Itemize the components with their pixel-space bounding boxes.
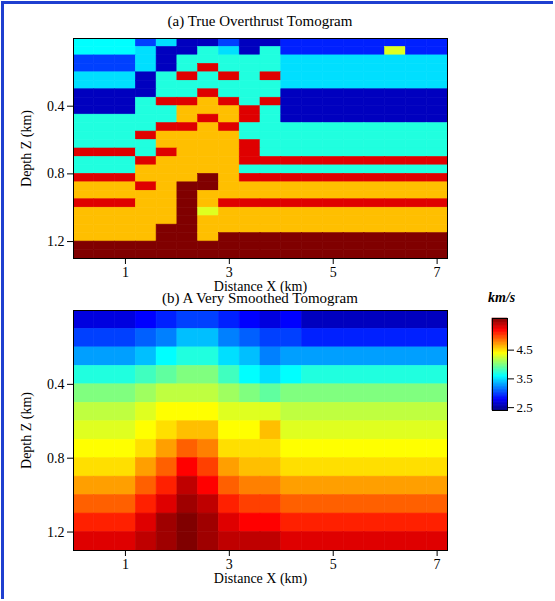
svg-text:Distance X (km): Distance X (km) [214, 571, 308, 587]
svg-text:4.5: 4.5 [517, 342, 533, 357]
svg-text:3: 3 [225, 265, 233, 281]
svg-text:1.2: 1.2 [47, 525, 65, 540]
svg-text:1: 1 [122, 557, 129, 572]
svg-text:0.8: 0.8 [47, 451, 65, 466]
svg-text:0.4: 0.4 [47, 99, 65, 114]
html-text:(b) A Very Smoothed Tomogram: (b) A Very Smoothed Tomogram [162, 290, 358, 306]
svg-text:Depth Z (km): Depth Z (km) [19, 110, 35, 187]
svg-text:2.5: 2.5 [517, 400, 533, 415]
svg-text:5: 5 [330, 265, 337, 280]
svg-text:Distance X (km): Distance X (km) [213, 278, 308, 294]
svg-text:1.2: 1.2 [47, 234, 65, 249]
svg-text:7: 7 [434, 557, 441, 572]
svg-text:7: 7 [434, 265, 441, 280]
svg-text:0.4: 0.4 [47, 377, 65, 392]
svg-text:1: 1 [122, 265, 129, 280]
svg-text:0.8: 0.8 [47, 166, 65, 181]
html-text:km/s: km/s [488, 290, 516, 305]
svg-text:3: 3 [225, 557, 233, 573]
svg-text:5: 5 [330, 557, 337, 572]
svg-text:3.5: 3.5 [517, 371, 533, 386]
svg-text:Depth Z (km): Depth Z (km) [19, 392, 35, 469]
html-text:(a) True Overthrust Tomogram: (a) True Overthrust Tomogram [167, 13, 353, 29]
